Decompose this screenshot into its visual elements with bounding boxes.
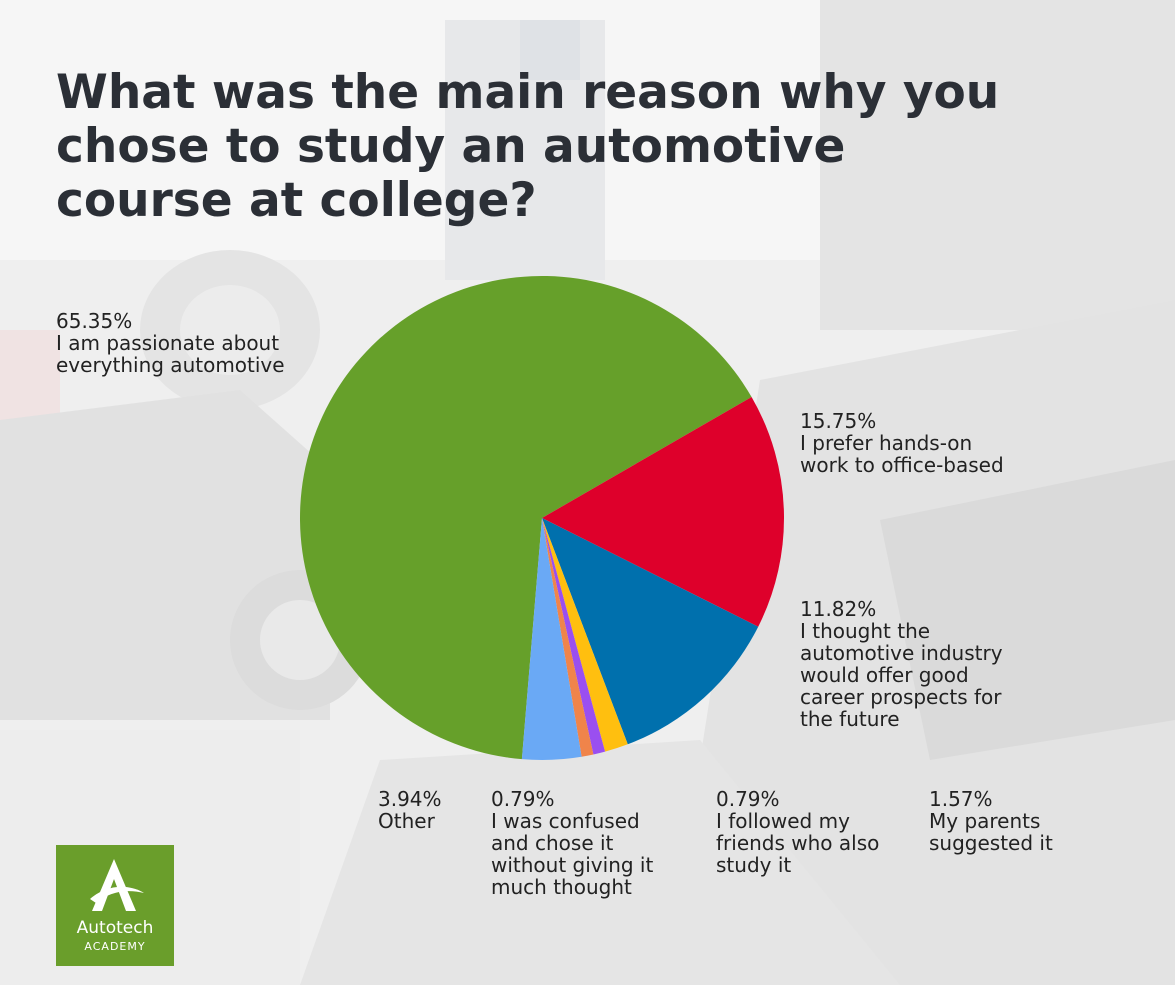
chart-title-line-3: course at college? [56,173,537,228]
slice-text-line: everything automotive [56,353,285,377]
slice-label-career-prospects: 11.82% I thought the automotive industry… [800,598,1003,730]
slice-career-prospects [542,518,759,745]
slice-label-friends: 0.79% I followed my friends who also stu… [716,788,879,876]
slice-text-line: Other [378,809,435,833]
autotech-academy-logo: Autotech ACADEMY [56,845,174,966]
slice-passionate [299,275,752,760]
slice-text-line: I was confused [491,809,640,833]
chart-title-line-1: What was the main reason why you [56,65,1000,120]
slice-text-line: I am passionate about [56,331,280,355]
slice-friends [542,518,606,755]
slice-text-line: I prefer hands-on [800,431,973,455]
slice-other [521,518,582,760]
slice-text-line: study it [716,853,792,877]
logo-mark-icon [90,859,144,911]
slice-percent: 1.57% [929,787,993,811]
slice-text-line: much thought [491,875,632,899]
slice-text-line: friends who also [716,831,880,855]
slice-percent: 0.79% [491,787,555,811]
slice-label-other: 3.94% Other [378,788,442,832]
slice-text-line: My parents [929,809,1041,833]
slice-hands-on [542,397,785,627]
slice-parents [542,518,628,752]
slice-percent: 3.94% [378,787,442,811]
slice-label-hands-on: 15.75% I prefer hands-on work to office-… [800,410,1004,476]
slice-percent: 15.75% [800,409,877,433]
slice-text-line: I followed my [716,809,850,833]
slice-text-line: suggested it [929,831,1053,855]
slice-text-line: would offer good [800,663,969,687]
chart-title: What was the main reason why you chose t… [56,66,1056,228]
logo-name: Autotech [76,918,154,938]
slice-text-line: I thought the [800,619,931,643]
slice-label-passionate: 65.35% I am passionate about everything … [56,310,285,376]
slice-text-line: work to office-based [800,453,1004,477]
slice-percent: 11.82% [800,597,877,621]
slice-label-confused: 0.79% I was confused and chose it withou… [491,788,653,898]
slice-percent: 65.35% [56,309,133,333]
slice-confused [542,518,594,757]
slice-percent: 0.79% [716,787,780,811]
logo-subtitle: ACADEMY [84,940,146,953]
slice-text-line: and chose it [491,831,614,855]
chart-title-line-2: chose to study an automotive [56,119,846,174]
slice-label-parents: 1.57% My parents suggested it [929,788,1053,854]
slice-text-line: without giving it [491,853,654,877]
slice-text-line: automotive industry [800,641,1003,665]
slice-text-line: career prospects for [800,685,1002,709]
slice-text-line: the future [800,707,900,731]
